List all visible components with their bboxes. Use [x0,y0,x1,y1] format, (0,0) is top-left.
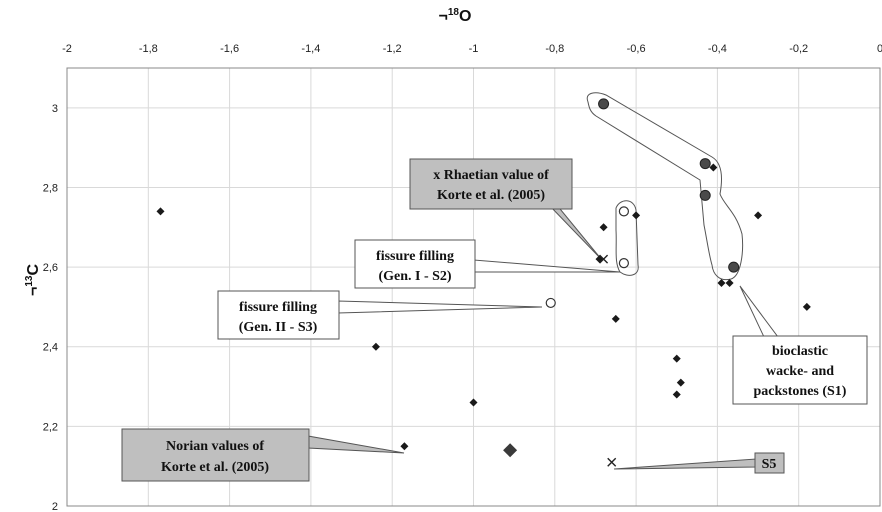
data-points [156,99,810,466]
x-tick-label: -0,2 [789,43,808,55]
point-diamond [596,255,604,263]
y-axis-title-sup: 13 [24,275,35,287]
callout-gen-ii-s3-line-2: (Gen. II - S3) [239,320,318,335]
callout-bioclastic-line-2: wacke- and [766,364,834,379]
x-tick-label: -1,4 [301,43,320,55]
point-filled-circle [700,190,710,200]
x-tick-label: -0,4 [708,43,727,55]
x-tick-label: -1 [469,43,479,55]
callout-norian-line-2: Korte et al. (2005) [161,460,269,475]
x-tick-label: -1,2 [383,43,402,55]
point-diamond [754,211,762,219]
group-outline-s1 [587,93,742,280]
point-diamond [717,279,725,287]
y-tick-label: 2,4 [43,342,58,354]
y-tick-label: 2,6 [43,262,58,274]
point-diamond [156,207,164,215]
point-diamond [400,442,408,450]
y-tick-label: 2,8 [43,182,58,194]
point-diamond [726,279,734,287]
point-diamond [612,315,620,323]
x-axis-title-sup: 18 [448,7,460,18]
y-axis-title-prefix: ¬ [25,287,42,296]
callout-gen-i-s2-line-2: (Gen. I - S2) [378,269,451,284]
callout-gen-i-s2-line-1: fissure filling [376,249,454,264]
callout-norian: Norian values of Korte et al. (2005) [122,429,404,481]
point-diamond [600,223,608,231]
x-tick-label: -0,6 [627,43,646,55]
x-axis-title-prefix: ¬ [439,8,448,25]
callout-gen-ii-s3-line-1: fissure filling [239,300,317,315]
y-tick-label: 2,2 [43,421,58,433]
point-open-circle [546,298,555,307]
x-tick-labels: -2 -1,8 -1,6 -1,4 -1,2 -1 -0,8 -0,6 -0,4 -0,2 0 [62,43,882,55]
x-tick-label: -0,8 [545,43,564,55]
x-tick-label: -1,6 [220,43,239,55]
point-filled-circle [599,99,609,109]
y-axis-title-main: C [25,264,42,276]
y-tick-label: 2 [52,501,58,512]
point-diamond [372,343,380,351]
point-open-circle [619,207,628,216]
y-axis-title: ¬13C [24,264,42,296]
point-diamond [677,379,685,387]
x-axis-title: ¬18O [439,7,472,25]
callout-bioclastic-s1: bioclastic wacke- and packstones (S1) [733,286,867,404]
point-diamond [470,398,478,406]
point-diamond [673,355,681,363]
x-axis-title-main: O [459,8,471,25]
point-diamond [673,391,681,399]
point-filled-circle [700,159,710,169]
point-open-circle [619,259,628,268]
callout-gen-i-s2: fissure filling (Gen. I - S2) [355,240,620,288]
y-tick-label: 3 [52,103,58,115]
callout-bioclastic-line-3: packstones (S1) [754,384,847,399]
callout-rhaetian-line-2: Korte et al. (2005) [437,188,545,203]
point-diamond [632,211,640,219]
callout-s5: S5 [614,453,784,473]
callout-norian-line-1: Norian values of [166,439,264,454]
callout-rhaetian-line-1: x Rhaetian value of [433,168,549,183]
x-tick-label: -1,8 [139,43,158,55]
point-cross [608,458,616,466]
callout-gen-ii-s3: fissure filling (Gen. II - S3) [218,291,542,339]
point-diamond [803,303,811,311]
callout-bioclastic-line-1: bioclastic [772,344,828,359]
point-filled-circle [729,262,739,272]
x-tick-label: 0 [877,43,882,55]
point-large-diamond [503,443,517,457]
callout-s5-label: S5 [762,457,777,472]
x-tick-label: -2 [62,43,72,55]
y-tick-labels: 2 2,2 2,4 2,6 2,8 3 [43,103,58,512]
